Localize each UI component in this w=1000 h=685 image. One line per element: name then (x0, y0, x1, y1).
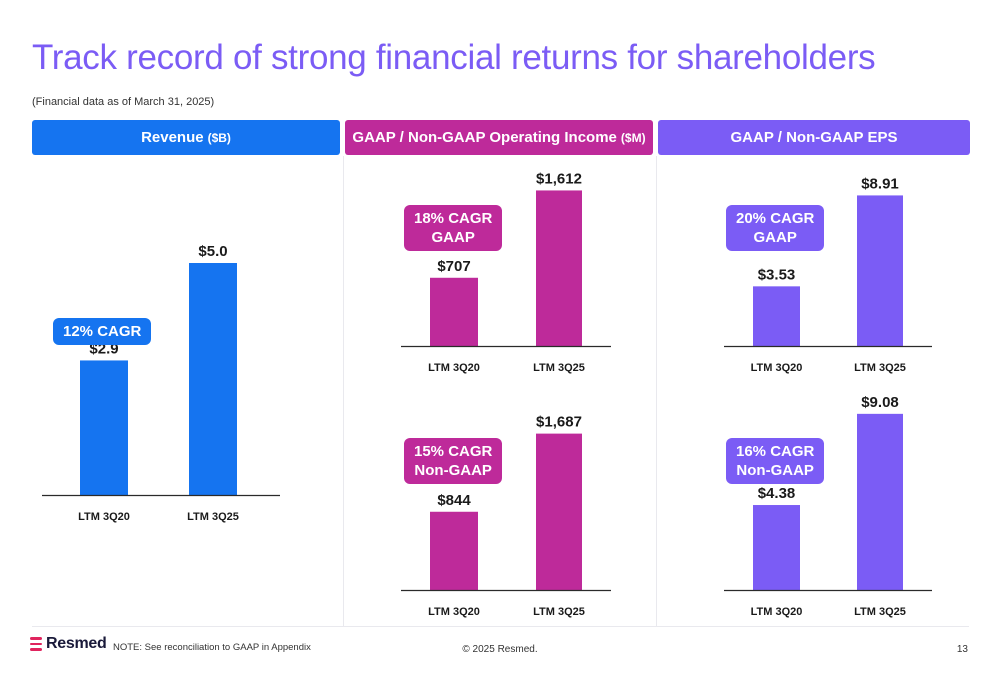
revenue-header: Revenue ($B) (32, 120, 340, 155)
page-title: Track record of strong financial returns… (32, 38, 876, 77)
x-tick-label: LTM 3Q25 (187, 511, 239, 523)
page-subtitle: (Financial data as of March 31, 2025) (32, 96, 215, 108)
bar-value-label: $3.53 (758, 266, 796, 283)
x-tick-label: LTM 3Q20 (78, 511, 130, 523)
operating-income-header-label: GAAP / Non-GAAP Operating Income (352, 129, 617, 146)
bar-ltm-3q25 (536, 190, 582, 346)
eps-header-label: GAAP / Non-GAAP EPS (730, 129, 898, 146)
copyright: © 2025 Resmed. (462, 644, 538, 655)
column-divider (343, 156, 344, 626)
bar-value-label: $4.38 (758, 485, 796, 502)
x-tick-label: LTM 3Q20 (428, 606, 480, 618)
bar-value-label: $844 (437, 492, 471, 509)
x-tick-label: LTM 3Q25 (533, 606, 585, 618)
bar-value-label: $1,612 (536, 170, 582, 187)
page-number: 13 (956, 644, 968, 655)
bar-ltm-3q20 (80, 360, 128, 495)
bar-value-label: $9.08 (861, 394, 899, 411)
x-tick-label: LTM 3Q25 (533, 362, 585, 374)
footer-note: NOTE: See reconciliation to GAAP in Appe… (113, 642, 311, 653)
bar-ltm-3q25 (857, 195, 903, 346)
bar-value-label: $5.0 (198, 243, 227, 260)
revenue-cagr-badge: 12% CAGR (53, 318, 152, 345)
resmed-logo-text: Resmed (46, 635, 107, 652)
x-tick-label: LTM 3Q25 (854, 362, 906, 374)
gaap-eps-cagr-badge: 20% CAGR GAAP (726, 205, 825, 251)
revenue-header-unit: ($B) (207, 130, 231, 145)
bar-ltm-3q20 (430, 511, 478, 590)
bar-ltm-3q25 (189, 263, 237, 495)
gaap-operating-income-chart: $707 LTM 3Q20 $1,612 LTM 3Q25 (401, 170, 611, 374)
bar-ltm-3q20 (753, 286, 800, 346)
resmed-logo: Resmed (30, 635, 107, 653)
bar-ltm-3q25 (857, 413, 903, 590)
gaap-operating-income-cagr-badge: 18% CAGR GAAP (404, 205, 503, 251)
footer-divider (32, 626, 969, 627)
nongaap-operating-income-chart: $844 LTM 3Q20 $1,687 LTM 3Q25 (401, 414, 611, 618)
nongaap-operating-income-cagr-badge: 15% CAGR Non-GAAP (404, 438, 503, 484)
nongaap-eps-chart: $4.38 LTM 3Q20 $9.08 LTM 3Q25 (724, 394, 932, 618)
x-tick-label: LTM 3Q20 (428, 362, 480, 374)
bar-ltm-3q20 (430, 277, 478, 346)
x-tick-label: LTM 3Q20 (751, 362, 803, 374)
resmed-logo-icon (30, 636, 42, 652)
bar-value-label: $707 (437, 258, 470, 275)
nongaap-eps-cagr-badge: 16% CAGR Non-GAAP (726, 438, 825, 484)
bar-ltm-3q20 (753, 505, 800, 590)
bar-value-label: $8.91 (861, 175, 899, 192)
eps-header: GAAP / Non-GAAP EPS (658, 120, 970, 155)
operating-income-header-unit: ($M) (620, 130, 646, 145)
bar-ltm-3q25 (536, 433, 582, 590)
bar-value-label: $1,687 (536, 414, 582, 431)
x-tick-label: LTM 3Q20 (751, 606, 803, 618)
column-divider (656, 156, 657, 626)
operating-income-header: GAAP / Non-GAAP Operating Income ($M) (345, 120, 653, 155)
x-tick-label: LTM 3Q25 (854, 606, 906, 618)
gaap-eps-chart: $3.53 LTM 3Q20 $8.91 LTM 3Q25 (724, 175, 932, 374)
revenue-header-label: Revenue (141, 129, 204, 146)
